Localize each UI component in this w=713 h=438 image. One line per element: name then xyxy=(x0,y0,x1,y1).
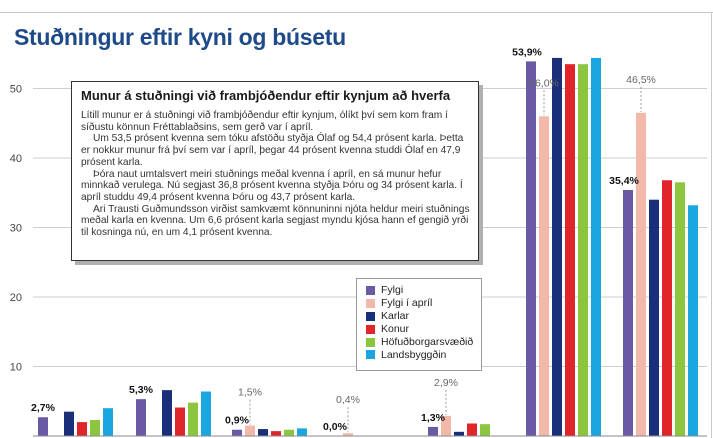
legend-item-konur: Konur xyxy=(366,323,481,336)
legend-label: Fylgi xyxy=(381,284,404,297)
data-label: 0,4% xyxy=(336,394,360,406)
bar-fylgi-apr-l xyxy=(441,415,451,436)
bar-konur xyxy=(271,431,281,436)
legend-item-fylgi-i-april: Fylgi í apríl xyxy=(366,297,481,310)
bar-konur xyxy=(662,180,672,436)
bar-landsbygg-in xyxy=(297,428,307,436)
legend-label: Höfuðborgarsvæðið xyxy=(381,336,474,348)
bar-landsbygg-in xyxy=(103,408,113,436)
bar-fylgi xyxy=(428,426,438,436)
bar-fylgi xyxy=(232,429,242,436)
data-label: 46,0% xyxy=(529,77,559,89)
bar-h-fu-borgarsv-i- xyxy=(578,64,588,437)
bar-konur xyxy=(77,422,87,436)
data-label: 2,9% xyxy=(434,377,458,389)
y-tick-label: 10 xyxy=(10,362,22,374)
data-label: 53,9% xyxy=(512,46,542,58)
bar-landsbygg-in xyxy=(688,205,698,436)
bar-karlar xyxy=(258,429,268,436)
text-box-paragraph: Um 53,5 prósent kvenna sem tóku afstöðu … xyxy=(81,133,464,168)
bar-h-fu-borgarsv-i- xyxy=(480,424,490,436)
data-label: 1,3% xyxy=(421,412,446,424)
y-tick-label: 50 xyxy=(10,84,22,96)
bar-karlar xyxy=(64,411,74,436)
legend-item-fylgi: Fylgi xyxy=(366,284,481,297)
legend-swatch xyxy=(366,298,375,308)
text-box-heading: Munur á stuðningi við frambjóðendur efti… xyxy=(81,88,451,103)
legend-item-landsbyggdin: Landsbyggðin xyxy=(366,348,481,361)
text-box-paragraph: Lítill munur er á stuðningi við frambjóð… xyxy=(81,110,448,133)
bar-fylgi xyxy=(526,61,536,437)
chart-title: Stuðningur eftir kyni og búsetu xyxy=(14,24,346,50)
text-box-paragraph: Ari Trausti Guðmundsson virðist samkvæmt… xyxy=(81,203,470,239)
legend-item-karlar: Karlar xyxy=(366,310,481,323)
data-label: 35,4% xyxy=(609,175,639,187)
bar-landsbygg-in xyxy=(591,57,601,437)
annotation-text-box: Munur á stuðningi við frambjóðendur efti… xyxy=(71,81,479,261)
bar-h-fu-borgarsv-i- xyxy=(188,402,198,436)
bar-karlar xyxy=(162,390,172,436)
bar-konur xyxy=(565,64,575,437)
bar-fylgi-apr-l xyxy=(636,112,646,436)
bar-karlar xyxy=(454,431,464,436)
bar-fylgi xyxy=(623,189,633,436)
legend-swatch xyxy=(366,311,375,321)
bar-h-fu-borgarsv-i- xyxy=(90,420,100,436)
bar-h-fu-borgarsv-i- xyxy=(284,429,294,436)
data-label: 1,5% xyxy=(238,387,262,399)
legend-item-hofudborgarsvaedid: Höfuðborgarsvæðið xyxy=(366,336,481,349)
data-label: 46,5% xyxy=(626,74,656,86)
bar-fylgi xyxy=(136,399,146,436)
bar-konur xyxy=(467,423,477,436)
bar-karlar xyxy=(552,57,562,437)
legend-swatch xyxy=(366,285,375,295)
bar-fylgi xyxy=(38,417,48,436)
data-label: 2,7% xyxy=(31,402,56,414)
legend-swatch xyxy=(366,324,375,334)
legend-label: Fylgi í apríl xyxy=(381,297,433,310)
data-label: 5,3% xyxy=(129,384,154,396)
data-label: 0,9% xyxy=(225,415,250,427)
y-tick-label: 40 xyxy=(10,153,22,165)
legend-swatch xyxy=(366,337,375,347)
bar-fylgi-apr-l xyxy=(343,433,353,436)
bar-karlar xyxy=(649,199,659,436)
y-tick-label: 30 xyxy=(10,223,22,235)
frame-top-border xyxy=(0,12,713,13)
text-box-paragraph: Þóra naut umtalsvert meiri stuðnings með… xyxy=(81,168,463,203)
bar-h-fu-borgarsv-i- xyxy=(675,182,685,436)
frame-right-border xyxy=(711,12,712,438)
legend-label: Karlar xyxy=(381,310,410,323)
bar-fylgi-apr-l xyxy=(539,116,549,437)
bar-fylgi-apr-l xyxy=(245,425,255,436)
legend-label: Landsbyggðin xyxy=(381,348,447,361)
y-tick-label: 20 xyxy=(10,292,22,304)
legend-label: Konur xyxy=(381,323,410,336)
bar-konur xyxy=(175,407,185,436)
data-label: 0,0% xyxy=(323,421,348,433)
chart-legend: Fylgi Fylgi í apríl Karlar Konur Höfuðbo… xyxy=(356,278,482,371)
legend-swatch xyxy=(366,350,375,360)
bar-landsbygg-in xyxy=(201,391,211,436)
